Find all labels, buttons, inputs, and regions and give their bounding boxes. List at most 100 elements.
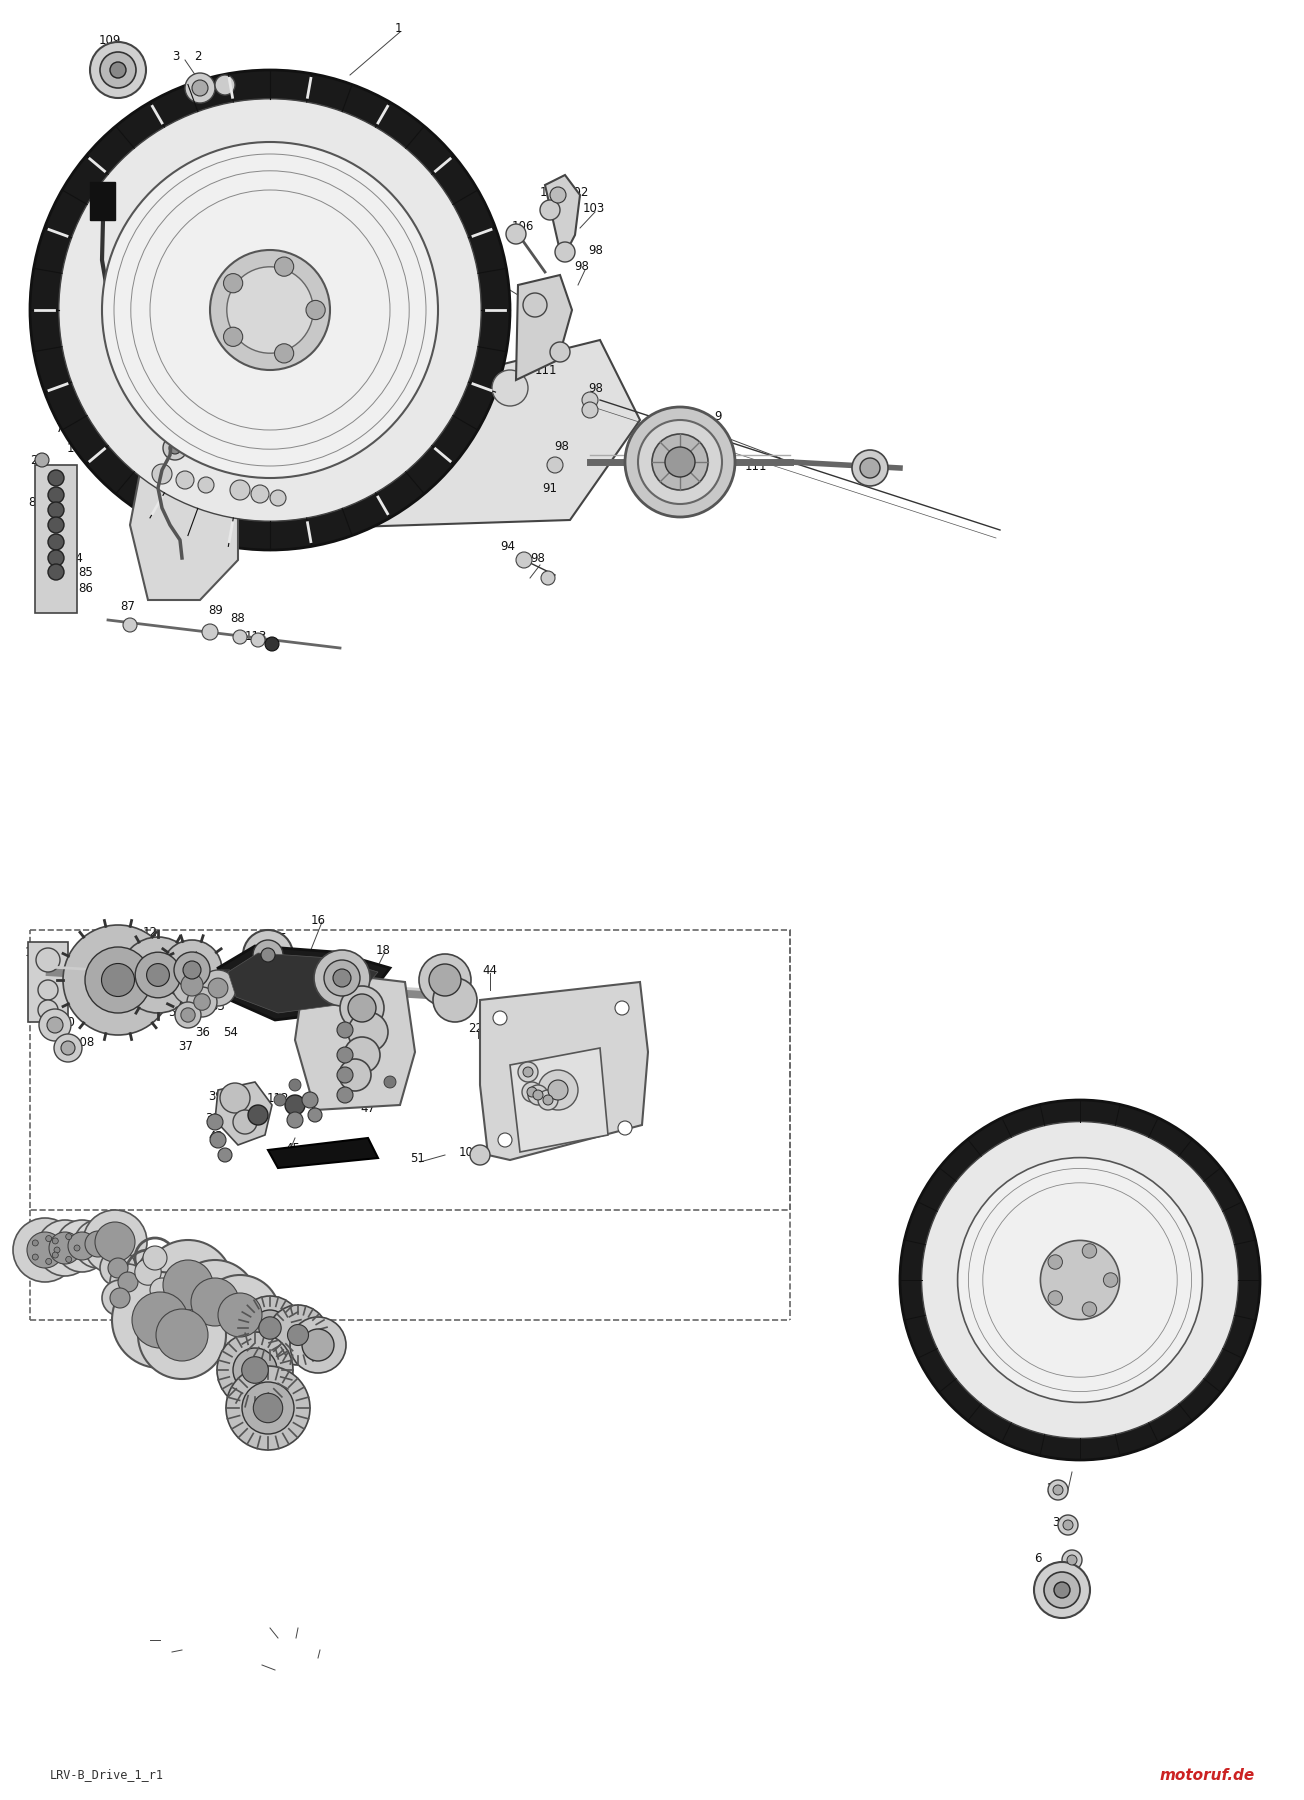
Circle shape [269, 1305, 329, 1364]
Text: 2: 2 [1046, 1481, 1054, 1494]
Circle shape [922, 1121, 1239, 1438]
Circle shape [546, 457, 563, 473]
Bar [27, 941, 68, 1022]
Polygon shape [218, 947, 390, 1021]
Text: 44: 44 [482, 963, 498, 976]
Circle shape [85, 947, 151, 1013]
Text: 114: 114 [322, 331, 344, 344]
Text: 3: 3 [172, 49, 180, 63]
Text: 75: 75 [210, 459, 226, 472]
Circle shape [162, 940, 222, 1001]
Circle shape [74, 1246, 80, 1251]
Text: 101: 101 [540, 187, 562, 200]
Circle shape [429, 965, 462, 995]
Circle shape [541, 571, 556, 585]
Text: 95: 95 [493, 274, 507, 286]
Text: 109: 109 [1041, 1586, 1063, 1598]
Text: 39: 39 [209, 1089, 223, 1102]
Text: 94: 94 [501, 540, 515, 553]
Text: 2: 2 [535, 1076, 541, 1089]
Text: 84: 84 [69, 551, 83, 565]
Bar [90, 182, 115, 220]
Text: 68: 68 [265, 1361, 279, 1375]
Circle shape [253, 1393, 283, 1422]
Circle shape [37, 949, 60, 972]
Text: 110: 110 [160, 432, 183, 445]
Circle shape [186, 986, 216, 1017]
Text: 27: 27 [30, 454, 46, 466]
Polygon shape [228, 952, 378, 1013]
Circle shape [540, 200, 559, 220]
Circle shape [185, 74, 215, 103]
Circle shape [223, 274, 243, 293]
Circle shape [900, 1100, 1260, 1460]
Text: 1: 1 [394, 22, 402, 34]
Circle shape [336, 1067, 353, 1084]
Circle shape [175, 1003, 201, 1028]
Circle shape [47, 1017, 63, 1033]
Text: 107: 107 [25, 947, 47, 959]
Circle shape [348, 994, 376, 1022]
Text: 73: 73 [179, 472, 193, 484]
Text: 6: 6 [342, 313, 349, 326]
Text: 43: 43 [51, 542, 65, 554]
Circle shape [30, 70, 510, 551]
Bar [30, 931, 790, 1210]
Text: 43: 43 [209, 1130, 223, 1143]
Text: LRV-B_Drive_1_r1: LRV-B_Drive_1_r1 [50, 1768, 164, 1782]
Circle shape [274, 344, 293, 364]
Circle shape [218, 1292, 262, 1337]
Text: 103: 103 [583, 202, 605, 214]
Circle shape [252, 1310, 288, 1346]
Circle shape [1054, 1582, 1071, 1598]
Circle shape [48, 535, 64, 551]
Circle shape [492, 371, 528, 407]
Text: 12: 12 [142, 927, 158, 940]
Circle shape [218, 1148, 232, 1163]
Circle shape [102, 1280, 138, 1316]
Text: 10: 10 [459, 1147, 473, 1159]
Circle shape [523, 293, 546, 317]
Circle shape [153, 464, 172, 484]
Circle shape [46, 1258, 52, 1264]
Circle shape [112, 1273, 209, 1368]
Text: 113: 113 [245, 630, 267, 643]
Circle shape [61, 1040, 76, 1055]
Polygon shape [516, 275, 572, 380]
Circle shape [582, 401, 599, 418]
Text: 59: 59 [142, 1282, 158, 1294]
Circle shape [226, 1366, 310, 1451]
Text: 97: 97 [539, 304, 553, 317]
Circle shape [233, 1111, 257, 1134]
Text: 47: 47 [360, 1102, 376, 1114]
Circle shape [1082, 1301, 1097, 1316]
Circle shape [528, 1085, 548, 1105]
Text: 62: 62 [201, 1276, 215, 1289]
Circle shape [253, 940, 283, 970]
Text: 65: 65 [249, 1292, 263, 1305]
Circle shape [527, 1087, 537, 1096]
Circle shape [259, 1318, 280, 1337]
Polygon shape [545, 175, 580, 259]
Text: 98: 98 [588, 243, 604, 256]
Text: 54: 54 [51, 1240, 65, 1253]
Circle shape [287, 1325, 309, 1346]
Circle shape [194, 994, 210, 1010]
Text: 63: 63 [223, 1294, 237, 1307]
Circle shape [665, 446, 695, 477]
Text: 11: 11 [299, 407, 313, 419]
Text: 72: 72 [249, 470, 263, 482]
Circle shape [383, 1076, 396, 1087]
Circle shape [248, 1105, 269, 1125]
Circle shape [618, 1121, 632, 1136]
Circle shape [498, 1132, 512, 1147]
Text: 7: 7 [372, 376, 379, 389]
Text: 6: 6 [550, 1082, 558, 1094]
Circle shape [48, 517, 64, 533]
Text: 11: 11 [351, 389, 365, 403]
Circle shape [523, 1067, 533, 1076]
Text: 70: 70 [96, 185, 111, 198]
Circle shape [615, 1001, 629, 1015]
Text: 54: 54 [70, 1238, 86, 1251]
Circle shape [233, 630, 246, 644]
